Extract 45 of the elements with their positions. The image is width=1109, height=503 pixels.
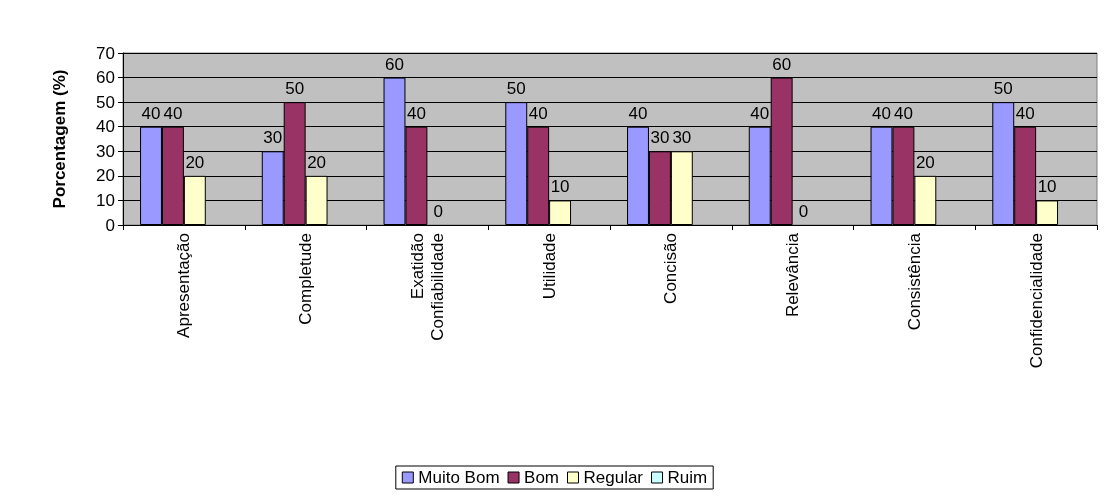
data-label: 40 [163, 103, 183, 123]
data-label: 60 [385, 54, 404, 74]
x-tick-label: Confidencialidade [1026, 233, 1046, 369]
legend-label: Regular [583, 468, 644, 487]
data-label: 60 [772, 54, 792, 74]
x-tick-label: Consistência [904, 232, 924, 331]
x-tick-label: Apresentação [174, 233, 194, 338]
y-tick-label: 50 [96, 92, 115, 112]
y-tick-label: 70 [96, 43, 115, 63]
data-label: 40 [872, 103, 891, 123]
data-label: 40 [406, 103, 426, 123]
data-label: 20 [185, 152, 205, 172]
data-label: 50 [993, 79, 1013, 99]
data-label: 30 [672, 128, 692, 148]
data-label: 40 [1015, 103, 1035, 123]
data-label: 30 [263, 128, 283, 148]
legend-label: Muito Bom [418, 468, 500, 487]
data-label: 50 [506, 79, 526, 99]
data-label: 0 [433, 202, 444, 221]
y-tick-label: 40 [96, 117, 115, 137]
legend-label: Bom [524, 468, 560, 487]
y-tick-label: 20 [96, 166, 115, 186]
data-label: 40 [750, 103, 770, 123]
data-label: 50 [285, 79, 305, 99]
y-axis-title: Porcentagem (%) [50, 69, 69, 209]
data-label: 40 [893, 103, 913, 123]
data-label: 20 [915, 152, 935, 172]
x-tick-label: Relevância [783, 232, 803, 318]
data-label: 20 [307, 152, 327, 172]
x-tick-label: Concisão [661, 233, 681, 304]
y-tick-label: 30 [96, 141, 115, 161]
y-tick-label: 10 [96, 190, 115, 210]
data-label: 10 [1037, 177, 1057, 197]
data-label: 40 [528, 103, 548, 123]
data-label: 40 [141, 103, 161, 123]
data-label: 10 [550, 177, 570, 197]
data-label: 30 [650, 128, 670, 148]
x-tick-label: Exatidão Confiabilidade [407, 233, 447, 341]
x-tick-label: Utilidade [539, 233, 559, 300]
data-label: 40 [628, 103, 648, 123]
x-tick-label: Completude [296, 233, 316, 325]
data-label: 0 [798, 202, 809, 221]
y-tick-label: 60 [96, 68, 115, 88]
y-tick-label: 0 [105, 215, 115, 235]
legend-label: Ruim [667, 468, 708, 487]
